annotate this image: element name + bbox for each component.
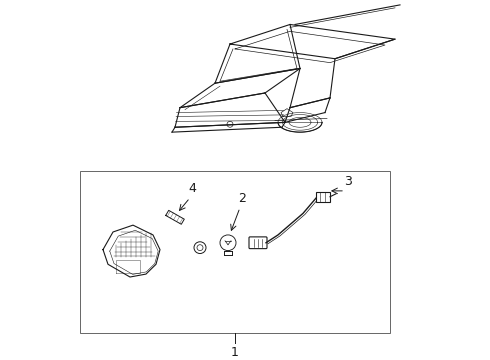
Circle shape [197, 245, 203, 251]
Text: 3: 3 [344, 175, 352, 188]
Text: 4: 4 [188, 182, 196, 195]
Text: 1: 1 [231, 346, 239, 359]
Circle shape [227, 121, 233, 127]
Bar [316, 192, 330, 202]
Text: 2: 2 [238, 192, 246, 204]
Circle shape [220, 235, 236, 251]
Bar [80, 171, 390, 333]
Circle shape [194, 242, 206, 253]
FancyBboxPatch shape [249, 237, 267, 249]
